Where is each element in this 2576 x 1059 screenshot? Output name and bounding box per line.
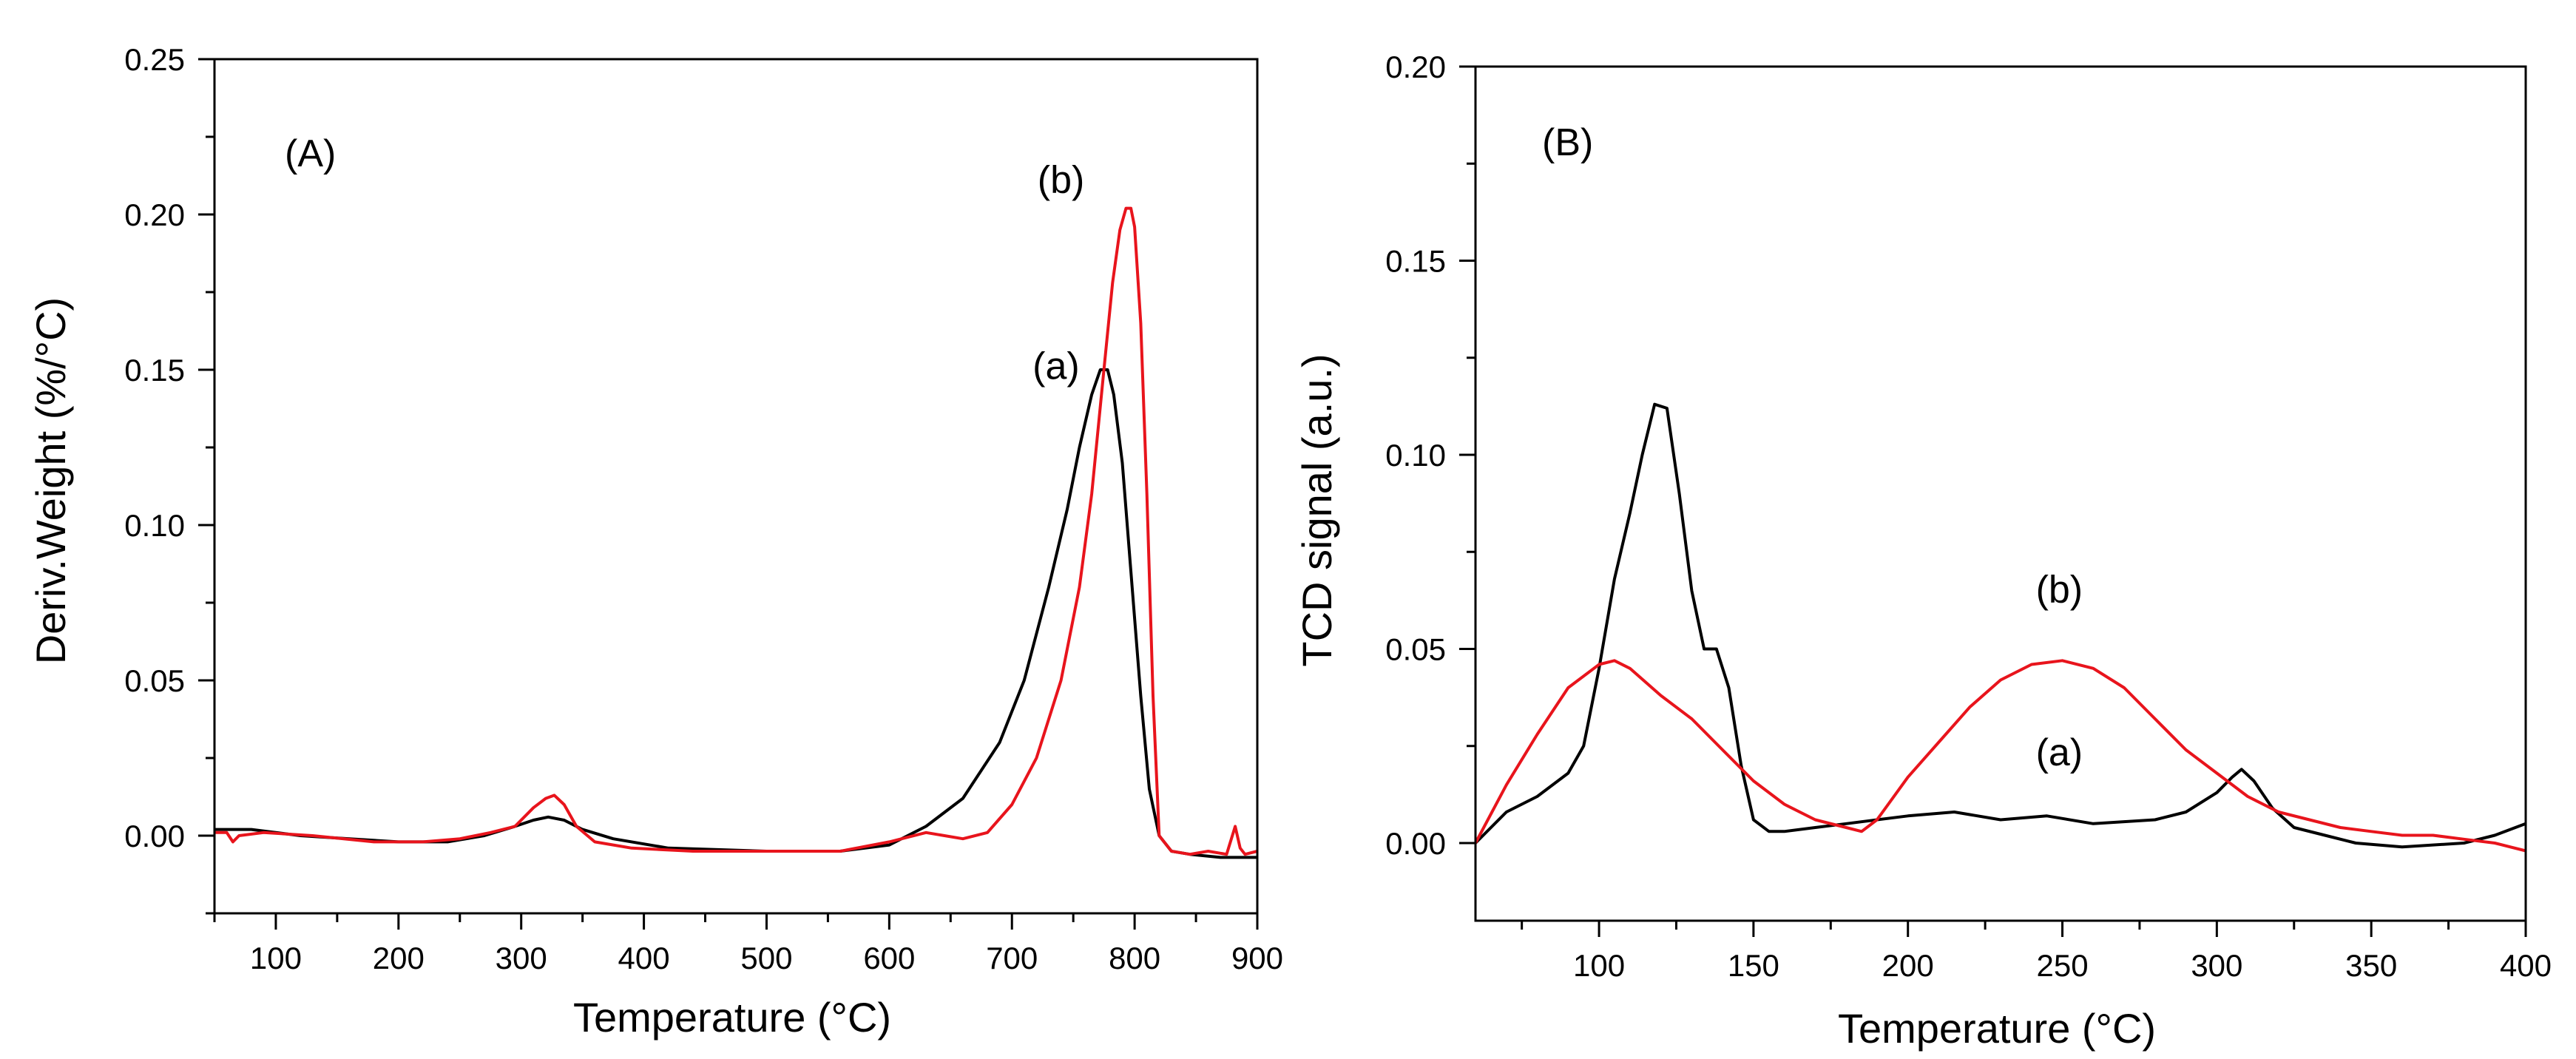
y-tick-label-a-5: 0.25 <box>124 42 185 77</box>
x-tick-label-b-5: 350 <box>2345 948 2397 983</box>
x-tick-label-a-3: 400 <box>618 941 670 975</box>
series-annotation-a-1: (b) <box>1038 159 1085 202</box>
plot-frame-a <box>213 58 1259 915</box>
panel-label-b: (B) <box>1542 121 1593 164</box>
x-tick-label-b-4: 300 <box>2191 948 2242 983</box>
x-tick-label-b-0: 100 <box>1573 948 1625 983</box>
x-tick-label-b-3: 250 <box>2036 948 2088 983</box>
series-line-a-a <box>214 368 1257 859</box>
x-tick-label-a-1: 200 <box>373 941 425 975</box>
series-line-b-b <box>1474 659 2526 853</box>
x-axis-title-b: Temperature (°C) <box>1838 1005 2156 1052</box>
x-tick-label-b-6: 400 <box>2500 948 2552 983</box>
series-annotation-a-0: (a) <box>1032 345 1080 388</box>
y-axis-title-b: TCD signal (a.u.) <box>1294 353 1340 666</box>
x-axis-title-a: Temperature (°C) <box>573 994 891 1041</box>
series-annotation-b-0: (b) <box>2036 569 2083 612</box>
x-tick-label-a-7: 800 <box>1109 941 1160 975</box>
y-tick-label-a-2: 0.10 <box>124 508 185 543</box>
y-axis-title-a: Deriv.Weight (%/°C) <box>27 297 74 664</box>
panel-label-a: (A) <box>285 132 336 175</box>
y-tick-label-a-4: 0.20 <box>124 197 185 232</box>
x-tick-label-a-2: 300 <box>496 941 547 975</box>
y-tick-label-b-1: 0.05 <box>1385 632 1446 667</box>
x-tick-label-a-4: 500 <box>740 941 792 975</box>
y-tick-label-b-4: 0.20 <box>1385 50 1446 84</box>
y-tick-label-a-1: 0.05 <box>124 663 185 698</box>
y-tick-label-b-0: 0.00 <box>1385 826 1446 861</box>
series-line-b-a <box>1474 402 2526 849</box>
x-tick-label-a-8: 900 <box>1231 941 1283 975</box>
x-tick-label-b-2: 200 <box>1882 948 1934 983</box>
chart-panel-b: 100 150 200 250 300 350 400 0.00 0.05 0.10 0.15 0.2… <box>1294 50 2552 1052</box>
y-tick-label-a-0: 0.00 <box>124 819 185 853</box>
y-tick-label-a-3: 0.15 <box>124 353 185 388</box>
x-tick-label-a-5: 600 <box>863 941 915 975</box>
plot-frame-b <box>1474 65 2527 922</box>
series-line-a-b <box>214 206 1258 856</box>
series-annotation-b-1: (a) <box>2036 731 2083 774</box>
chart-panel-a: 100 200 300 400 500 600 700 800 900 0.00 0.05 0.10 0… <box>27 42 1283 1041</box>
x-tick-label-a-0: 100 <box>250 941 302 975</box>
y-tick-label-b-2: 0.10 <box>1385 438 1446 473</box>
x-tick-label-a-6: 700 <box>986 941 1038 975</box>
y-tick-label-b-3: 0.15 <box>1385 244 1446 279</box>
x-tick-label-b-1: 150 <box>1728 948 1779 983</box>
